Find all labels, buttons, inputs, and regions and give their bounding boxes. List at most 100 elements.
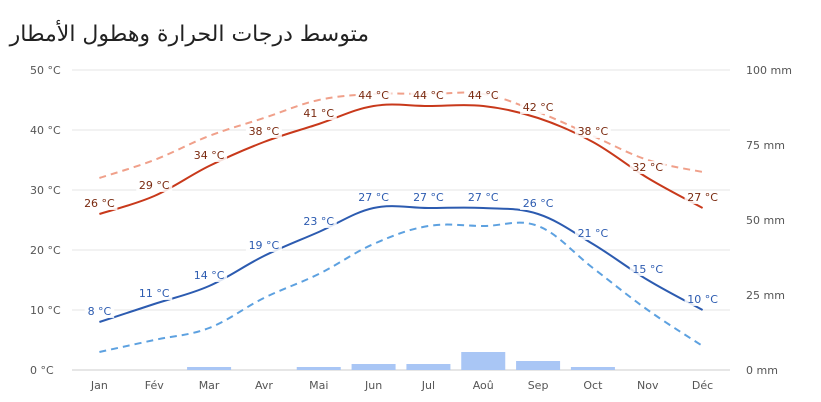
axes: 0 °C 10 °C 20 °C 30 °C 40 °C 50 °C 0 mm 25 mm 50… (30, 64, 792, 392)
data-label-background (629, 161, 666, 174)
data-label: 10 °C (684, 293, 721, 306)
data-label-background (136, 179, 173, 192)
precipitation-bars (187, 352, 615, 370)
data-label-background (136, 287, 173, 300)
x-tick-label: Jul (421, 379, 435, 392)
data-label: 21 °C (574, 227, 611, 240)
y-right-tick-label: 0 mm (746, 364, 778, 377)
data-label-text: 8 °C (88, 305, 112, 318)
data-label-background (191, 149, 228, 162)
x-tick-label: Jun (364, 379, 382, 392)
precipitation-bar (187, 367, 232, 370)
data-label: 27 °C (410, 191, 447, 204)
data-label-background (520, 197, 557, 210)
feels-like-line (99, 91, 703, 179)
data-label: 38 °C (574, 125, 611, 138)
data-label: 27 °C (684, 191, 721, 204)
data-label: 44 °C (355, 89, 392, 102)
temperature-line (99, 103, 704, 215)
data-label: 11 °C (136, 287, 173, 300)
data-label-background (574, 125, 611, 138)
grid (72, 69, 730, 371)
x-tick-label: Nov (637, 379, 659, 392)
precipitation-bar (351, 364, 396, 370)
data-label-background (684, 293, 721, 306)
data-label-background (465, 191, 502, 204)
data-label-text: 41 °C (303, 107, 334, 120)
data-label-background (245, 125, 282, 138)
chart-title: متوسط درجات الحرارة وهطول الأمطار (9, 22, 369, 47)
data-label-text: 42 °C (523, 101, 554, 114)
data-label: 15 °C (629, 263, 666, 276)
data-labels: 26 °C 29 °C 34 °C 38 °C 41 °C 44 °C 44 °C 44 °C… (81, 89, 721, 318)
data-label-background (465, 89, 502, 102)
x-tick-label: Fév (145, 379, 164, 392)
x-tick-label: Mai (309, 379, 328, 392)
temperature-lines (99, 91, 704, 353)
data-label-text: 44 °C (468, 89, 499, 102)
data-label-text: 27 °C (358, 191, 389, 204)
data-label-background (629, 263, 666, 276)
data-label-text: 26 °C (523, 197, 554, 210)
x-tick-label: Aoû (473, 379, 494, 392)
data-label-text: 23 °C (303, 215, 334, 228)
y-right-tick-label: 100 mm (746, 64, 792, 77)
data-label-text: 32 °C (632, 161, 663, 174)
x-tick-label: Avr (255, 379, 273, 392)
data-label-text: 44 °C (358, 89, 389, 102)
data-label-text: 27 °C (413, 191, 444, 204)
y-right-tick-label: 75 mm (746, 139, 785, 152)
feels-like-line (99, 221, 704, 353)
data-label-text: 29 °C (139, 179, 170, 192)
data-label-text: 10 °C (687, 293, 718, 306)
y-right-tick-label: 50 mm (746, 214, 785, 227)
data-label-background (84, 305, 115, 318)
data-label: 38 °C (245, 125, 282, 138)
data-label-text: 26 °C (84, 197, 115, 210)
data-label: 8 °C (84, 305, 115, 318)
data-label-background (684, 191, 721, 204)
data-label: 23 °C (300, 215, 337, 228)
data-label-background (300, 107, 337, 120)
data-label: 41 °C (300, 107, 337, 120)
x-tick-label: Sep (528, 379, 549, 392)
data-label-background (245, 239, 282, 252)
y-left-tick-label: 50 °C (30, 64, 61, 77)
data-label: 27 °C (465, 191, 502, 204)
data-label-text: 15 °C (632, 263, 663, 276)
y-left-tick-label: 10 °C (30, 304, 61, 317)
data-label: 26 °C (520, 197, 557, 210)
data-label-text: 38 °C (578, 125, 609, 138)
precipitation-bar (461, 352, 506, 370)
data-label-text: 21 °C (578, 227, 609, 240)
data-label-background (520, 101, 557, 114)
data-label: 14 °C (191, 269, 228, 282)
data-label-background (191, 269, 228, 282)
data-label-text: 27 °C (687, 191, 718, 204)
x-tick-label: Jan (90, 379, 108, 392)
data-label-background (355, 89, 392, 102)
x-tick-label: Mar (199, 379, 220, 392)
data-label-text: 44 °C (413, 89, 444, 102)
y-left-tick-label: 30 °C (30, 184, 61, 197)
data-label-background (574, 227, 611, 240)
data-label: 44 °C (465, 89, 502, 102)
data-label-background (300, 215, 337, 228)
data-label-text: 34 °C (194, 149, 225, 162)
data-label: 42 °C (520, 101, 557, 114)
y-right-tick-label: 25 mm (746, 289, 785, 302)
data-label-background (81, 197, 118, 210)
precipitation-bar (406, 364, 451, 370)
data-label-text: 27 °C (468, 191, 499, 204)
data-label-background (410, 191, 447, 204)
data-label-text: 19 °C (249, 239, 280, 252)
x-tick-label: Oct (583, 379, 603, 392)
data-label: 29 °C (136, 179, 173, 192)
data-label: 34 °C (191, 149, 228, 162)
precipitation-bar (570, 367, 615, 370)
data-label: 44 °C (410, 89, 447, 102)
data-label-text: 14 °C (194, 269, 225, 282)
data-label: 32 °C (629, 161, 666, 174)
data-label-text: 38 °C (249, 125, 280, 138)
